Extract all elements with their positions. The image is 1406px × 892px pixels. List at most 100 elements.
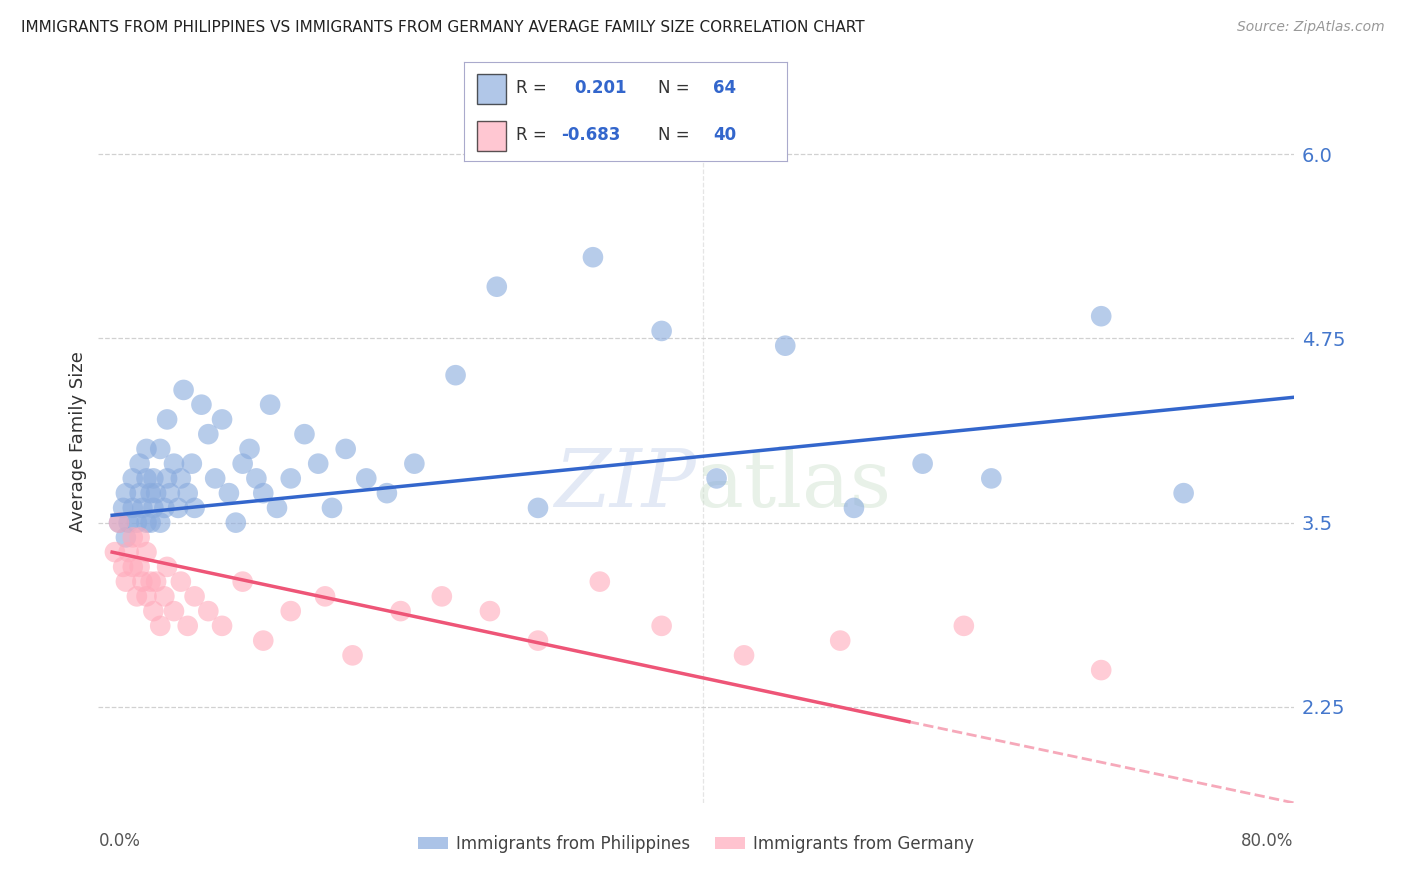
Point bbox=[232, 457, 254, 471]
Point bbox=[121, 560, 143, 574]
Point bbox=[149, 516, 172, 530]
Point bbox=[163, 604, 186, 618]
Point bbox=[238, 442, 260, 456]
Point bbox=[170, 574, 193, 589]
FancyBboxPatch shape bbox=[477, 121, 506, 151]
Point bbox=[117, 516, 139, 530]
FancyBboxPatch shape bbox=[477, 74, 506, 103]
Text: 0.201: 0.201 bbox=[574, 79, 627, 97]
Point bbox=[117, 545, 139, 559]
Point bbox=[190, 398, 212, 412]
Point bbox=[478, 604, 501, 618]
Text: 80.0%: 80.0% bbox=[1241, 831, 1294, 850]
Point bbox=[651, 324, 673, 338]
Text: -0.683: -0.683 bbox=[561, 126, 620, 144]
Point bbox=[131, 574, 153, 589]
Point bbox=[149, 442, 172, 456]
Point bbox=[173, 383, 195, 397]
Point bbox=[527, 633, 550, 648]
Point bbox=[156, 412, 179, 426]
Point bbox=[259, 398, 281, 412]
Point bbox=[139, 516, 162, 530]
Point bbox=[307, 457, 329, 471]
Point bbox=[211, 619, 233, 633]
Legend: Immigrants from Philippines, Immigrants from Germany: Immigrants from Philippines, Immigrants … bbox=[411, 828, 981, 860]
Point bbox=[280, 604, 302, 618]
Point bbox=[180, 457, 202, 471]
Point bbox=[830, 633, 852, 648]
Point bbox=[135, 442, 157, 456]
Point bbox=[211, 412, 233, 426]
Point bbox=[121, 500, 143, 515]
Text: ZIP: ZIP bbox=[554, 446, 696, 524]
Point bbox=[1090, 663, 1112, 677]
Point bbox=[444, 368, 467, 383]
Point bbox=[842, 500, 865, 515]
Point bbox=[911, 457, 934, 471]
Point bbox=[582, 250, 605, 264]
Point bbox=[197, 427, 219, 442]
Point bbox=[142, 471, 165, 485]
Point bbox=[112, 560, 135, 574]
Point bbox=[135, 545, 157, 559]
Point bbox=[389, 604, 412, 618]
Point bbox=[128, 486, 150, 500]
Point bbox=[1173, 486, 1195, 500]
Point bbox=[775, 339, 797, 353]
Point bbox=[252, 486, 274, 500]
Point bbox=[139, 486, 162, 500]
Point bbox=[108, 516, 131, 530]
Point bbox=[128, 530, 150, 544]
Point bbox=[159, 486, 181, 500]
Point bbox=[115, 486, 138, 500]
Point bbox=[342, 648, 364, 663]
Point bbox=[183, 500, 205, 515]
Point bbox=[1090, 309, 1112, 323]
Text: R =: R = bbox=[516, 126, 547, 144]
Point bbox=[183, 590, 205, 604]
Point bbox=[125, 516, 148, 530]
Point bbox=[128, 560, 150, 574]
Point bbox=[145, 574, 167, 589]
Point bbox=[706, 471, 728, 485]
Point bbox=[135, 590, 157, 604]
Point bbox=[170, 471, 193, 485]
Point bbox=[651, 619, 673, 633]
Point bbox=[145, 486, 167, 500]
Point bbox=[131, 500, 153, 515]
Point bbox=[139, 574, 162, 589]
Point bbox=[104, 545, 127, 559]
Point bbox=[156, 560, 179, 574]
Point bbox=[314, 590, 336, 604]
Point bbox=[356, 471, 378, 485]
Point bbox=[153, 500, 176, 515]
Point bbox=[430, 590, 453, 604]
Point bbox=[245, 471, 267, 485]
Point bbox=[163, 457, 186, 471]
Text: N =: N = bbox=[658, 79, 689, 97]
Y-axis label: Average Family Size: Average Family Size bbox=[69, 351, 87, 532]
Point bbox=[167, 500, 190, 515]
Point bbox=[142, 604, 165, 618]
Point bbox=[115, 530, 138, 544]
Point bbox=[252, 633, 274, 648]
Point bbox=[135, 516, 157, 530]
Point bbox=[527, 500, 550, 515]
Text: atlas: atlas bbox=[696, 446, 891, 524]
Point bbox=[177, 619, 200, 633]
Point bbox=[375, 486, 398, 500]
Point bbox=[232, 574, 254, 589]
Point bbox=[953, 619, 976, 633]
Point bbox=[197, 604, 219, 618]
Point bbox=[108, 516, 131, 530]
Text: N =: N = bbox=[658, 126, 689, 144]
Point bbox=[321, 500, 343, 515]
Point bbox=[135, 471, 157, 485]
Text: 0.0%: 0.0% bbox=[98, 831, 141, 850]
Point bbox=[218, 486, 240, 500]
Point bbox=[485, 279, 508, 293]
Point bbox=[149, 619, 172, 633]
Point bbox=[142, 500, 165, 515]
Point bbox=[121, 471, 143, 485]
Point bbox=[125, 590, 148, 604]
